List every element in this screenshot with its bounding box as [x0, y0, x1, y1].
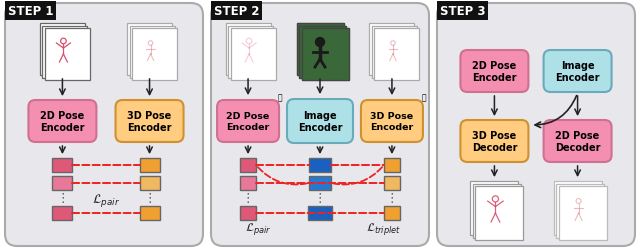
FancyBboxPatch shape: [476, 186, 524, 240]
Text: 2D Pose
Decoder: 2D Pose Decoder: [555, 131, 600, 152]
Text: 2D Pose
Encoder: 2D Pose Encoder: [227, 112, 269, 131]
FancyBboxPatch shape: [240, 176, 256, 190]
FancyBboxPatch shape: [228, 26, 273, 78]
Text: ⋮: ⋮: [386, 192, 398, 205]
FancyBboxPatch shape: [287, 100, 353, 144]
FancyBboxPatch shape: [132, 29, 177, 81]
Text: 3D Pose
Decoder: 3D Pose Decoder: [472, 131, 517, 152]
FancyBboxPatch shape: [299, 26, 346, 78]
FancyBboxPatch shape: [45, 29, 90, 81]
Text: STEP 2: STEP 2: [214, 5, 259, 18]
Text: 🔒: 🔒: [278, 93, 282, 102]
FancyBboxPatch shape: [129, 26, 175, 78]
FancyBboxPatch shape: [240, 158, 256, 172]
Text: $\mathcal{L}_{triplet}$: $\mathcal{L}_{triplet}$: [366, 220, 401, 236]
FancyBboxPatch shape: [296, 24, 344, 76]
FancyBboxPatch shape: [301, 29, 349, 81]
FancyBboxPatch shape: [140, 158, 159, 172]
Text: STEP 3: STEP 3: [440, 5, 486, 18]
Text: ⋮: ⋮: [56, 192, 68, 205]
FancyBboxPatch shape: [40, 24, 85, 76]
Text: STEP 1: STEP 1: [8, 5, 54, 18]
FancyBboxPatch shape: [5, 4, 203, 246]
FancyBboxPatch shape: [296, 24, 344, 76]
FancyBboxPatch shape: [556, 184, 604, 238]
FancyBboxPatch shape: [28, 100, 97, 142]
FancyBboxPatch shape: [372, 26, 417, 78]
FancyBboxPatch shape: [52, 176, 72, 190]
FancyBboxPatch shape: [127, 24, 172, 76]
Text: 2D Pose
Encoder: 2D Pose Encoder: [40, 111, 84, 132]
FancyBboxPatch shape: [116, 100, 184, 142]
FancyBboxPatch shape: [374, 29, 419, 81]
FancyBboxPatch shape: [308, 206, 332, 220]
FancyBboxPatch shape: [52, 158, 72, 172]
FancyBboxPatch shape: [140, 206, 159, 220]
FancyBboxPatch shape: [225, 24, 271, 76]
FancyBboxPatch shape: [460, 120, 529, 162]
FancyBboxPatch shape: [42, 26, 88, 78]
Text: 3D Pose
Encoder: 3D Pose Encoder: [371, 112, 413, 131]
FancyBboxPatch shape: [384, 176, 400, 190]
Text: 🔒: 🔒: [422, 93, 426, 102]
FancyBboxPatch shape: [211, 4, 429, 246]
Text: 3D Pose
Encoder: 3D Pose Encoder: [127, 111, 172, 132]
FancyBboxPatch shape: [217, 100, 279, 142]
Circle shape: [316, 38, 324, 47]
FancyBboxPatch shape: [473, 184, 521, 238]
FancyBboxPatch shape: [543, 51, 612, 93]
FancyBboxPatch shape: [559, 186, 607, 240]
FancyBboxPatch shape: [470, 181, 518, 235]
FancyBboxPatch shape: [240, 206, 256, 220]
Text: 2D Pose
Encoder: 2D Pose Encoder: [472, 61, 516, 82]
FancyBboxPatch shape: [384, 206, 400, 220]
FancyBboxPatch shape: [543, 120, 612, 162]
FancyBboxPatch shape: [554, 181, 602, 235]
FancyBboxPatch shape: [460, 51, 529, 93]
Text: Image
Encoder: Image Encoder: [298, 111, 342, 132]
FancyBboxPatch shape: [230, 29, 276, 81]
FancyBboxPatch shape: [309, 158, 331, 172]
Text: ⋮: ⋮: [314, 192, 326, 205]
Text: ⋮: ⋮: [143, 192, 156, 205]
FancyBboxPatch shape: [369, 24, 415, 76]
FancyBboxPatch shape: [52, 206, 72, 220]
Text: ⋮: ⋮: [242, 192, 254, 205]
FancyBboxPatch shape: [299, 26, 346, 78]
Text: Image
Encoder: Image Encoder: [556, 61, 600, 82]
FancyBboxPatch shape: [361, 100, 423, 142]
FancyBboxPatch shape: [301, 29, 349, 81]
FancyBboxPatch shape: [309, 176, 331, 190]
FancyBboxPatch shape: [384, 158, 400, 172]
FancyBboxPatch shape: [140, 176, 159, 190]
Text: $\mathcal{L}_{pair}$: $\mathcal{L}_{pair}$: [92, 192, 120, 209]
Text: $\mathcal{L}_{pair}$: $\mathcal{L}_{pair}$: [244, 220, 271, 236]
FancyBboxPatch shape: [437, 4, 635, 246]
